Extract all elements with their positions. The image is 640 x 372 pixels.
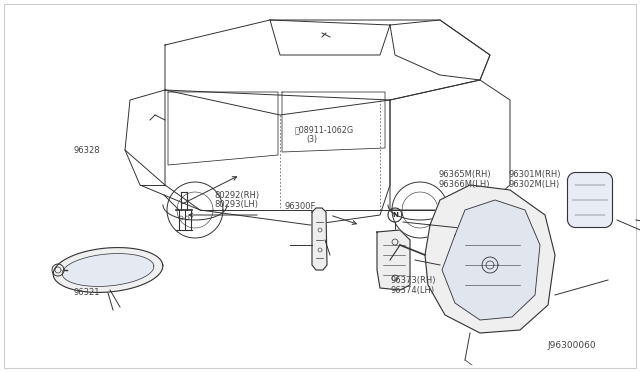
Text: 96374(LH): 96374(LH) <box>390 286 435 295</box>
Text: 80293(LH): 80293(LH) <box>214 200 259 209</box>
Text: 96321: 96321 <box>74 288 100 296</box>
Text: 96366M(LH): 96366M(LH) <box>438 180 490 189</box>
Text: 80292(RH): 80292(RH) <box>214 191 260 200</box>
Polygon shape <box>425 185 555 333</box>
Text: (3): (3) <box>306 135 317 144</box>
Text: 96328: 96328 <box>74 146 100 155</box>
Polygon shape <box>568 173 612 228</box>
Text: 一08911-1062G: 一08911-1062G <box>294 126 353 135</box>
Text: 96302M(LH): 96302M(LH) <box>509 180 560 189</box>
Text: J96300060: J96300060 <box>547 341 596 350</box>
Polygon shape <box>62 254 154 286</box>
Text: 96301M(RH): 96301M(RH) <box>509 170 561 179</box>
Text: 96365M(RH): 96365M(RH) <box>438 170 491 179</box>
Polygon shape <box>377 230 410 290</box>
Text: 96300F: 96300F <box>285 202 316 211</box>
Text: 96373(RH): 96373(RH) <box>390 276 436 285</box>
Polygon shape <box>312 208 327 270</box>
Polygon shape <box>53 247 163 292</box>
Polygon shape <box>442 200 540 320</box>
Text: N: N <box>392 212 398 218</box>
